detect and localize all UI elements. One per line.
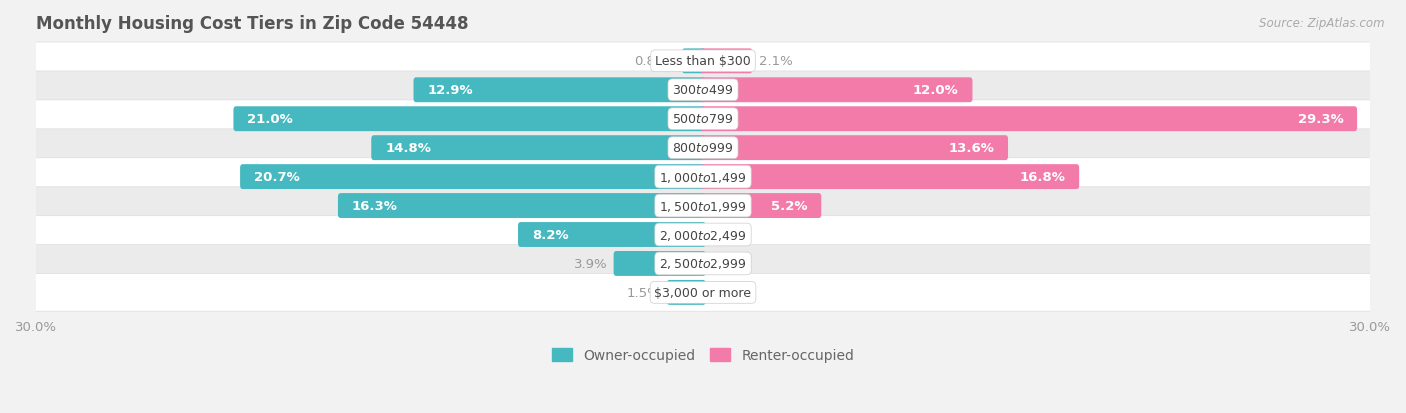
FancyBboxPatch shape xyxy=(613,252,706,276)
Text: 21.0%: 21.0% xyxy=(247,113,292,126)
Text: $2,500 to $2,999: $2,500 to $2,999 xyxy=(659,257,747,271)
Text: 0.82%: 0.82% xyxy=(634,55,676,68)
FancyBboxPatch shape xyxy=(700,78,973,103)
Text: 12.0%: 12.0% xyxy=(912,84,959,97)
Text: 13.6%: 13.6% xyxy=(949,142,994,155)
FancyBboxPatch shape xyxy=(31,274,1375,311)
FancyBboxPatch shape xyxy=(31,216,1375,254)
Text: $3,000 or more: $3,000 or more xyxy=(655,286,751,299)
FancyBboxPatch shape xyxy=(31,43,1375,81)
FancyBboxPatch shape xyxy=(31,130,1375,167)
Text: 20.7%: 20.7% xyxy=(254,171,299,184)
Text: 12.9%: 12.9% xyxy=(427,84,472,97)
FancyBboxPatch shape xyxy=(371,136,706,161)
FancyBboxPatch shape xyxy=(31,101,1375,138)
FancyBboxPatch shape xyxy=(700,165,1080,190)
FancyBboxPatch shape xyxy=(240,165,706,190)
FancyBboxPatch shape xyxy=(700,136,1008,161)
FancyBboxPatch shape xyxy=(337,194,706,218)
Text: 29.3%: 29.3% xyxy=(1298,113,1343,126)
Text: 0.0%: 0.0% xyxy=(711,257,745,270)
Text: 0.0%: 0.0% xyxy=(711,286,745,299)
FancyBboxPatch shape xyxy=(700,107,1357,132)
Text: Less than $300: Less than $300 xyxy=(655,55,751,68)
Text: 3.9%: 3.9% xyxy=(574,257,607,270)
Text: $500 to $799: $500 to $799 xyxy=(672,113,734,126)
Text: Source: ZipAtlas.com: Source: ZipAtlas.com xyxy=(1260,17,1385,29)
FancyBboxPatch shape xyxy=(700,194,821,218)
Text: $1,000 to $1,499: $1,000 to $1,499 xyxy=(659,170,747,184)
Text: 14.8%: 14.8% xyxy=(385,142,430,155)
FancyBboxPatch shape xyxy=(682,49,706,74)
Text: 0.0%: 0.0% xyxy=(711,228,745,242)
FancyBboxPatch shape xyxy=(31,187,1375,225)
FancyBboxPatch shape xyxy=(31,159,1375,196)
Text: Monthly Housing Cost Tiers in Zip Code 54448: Monthly Housing Cost Tiers in Zip Code 5… xyxy=(37,15,468,33)
Text: 16.8%: 16.8% xyxy=(1019,171,1066,184)
Legend: Owner-occupied, Renter-occupied: Owner-occupied, Renter-occupied xyxy=(546,343,860,368)
Text: 5.2%: 5.2% xyxy=(770,199,807,213)
Text: $800 to $999: $800 to $999 xyxy=(672,142,734,155)
FancyBboxPatch shape xyxy=(700,49,752,74)
Text: 16.3%: 16.3% xyxy=(352,199,398,213)
Text: 1.5%: 1.5% xyxy=(627,286,661,299)
FancyBboxPatch shape xyxy=(413,78,706,103)
FancyBboxPatch shape xyxy=(31,245,1375,282)
FancyBboxPatch shape xyxy=(666,280,706,305)
FancyBboxPatch shape xyxy=(233,107,706,132)
Text: $2,000 to $2,499: $2,000 to $2,499 xyxy=(659,228,747,242)
Text: 2.1%: 2.1% xyxy=(759,55,793,68)
FancyBboxPatch shape xyxy=(517,223,706,247)
Text: 8.2%: 8.2% xyxy=(531,228,568,242)
Text: $300 to $499: $300 to $499 xyxy=(672,84,734,97)
Text: $1,500 to $1,999: $1,500 to $1,999 xyxy=(659,199,747,213)
FancyBboxPatch shape xyxy=(31,72,1375,109)
